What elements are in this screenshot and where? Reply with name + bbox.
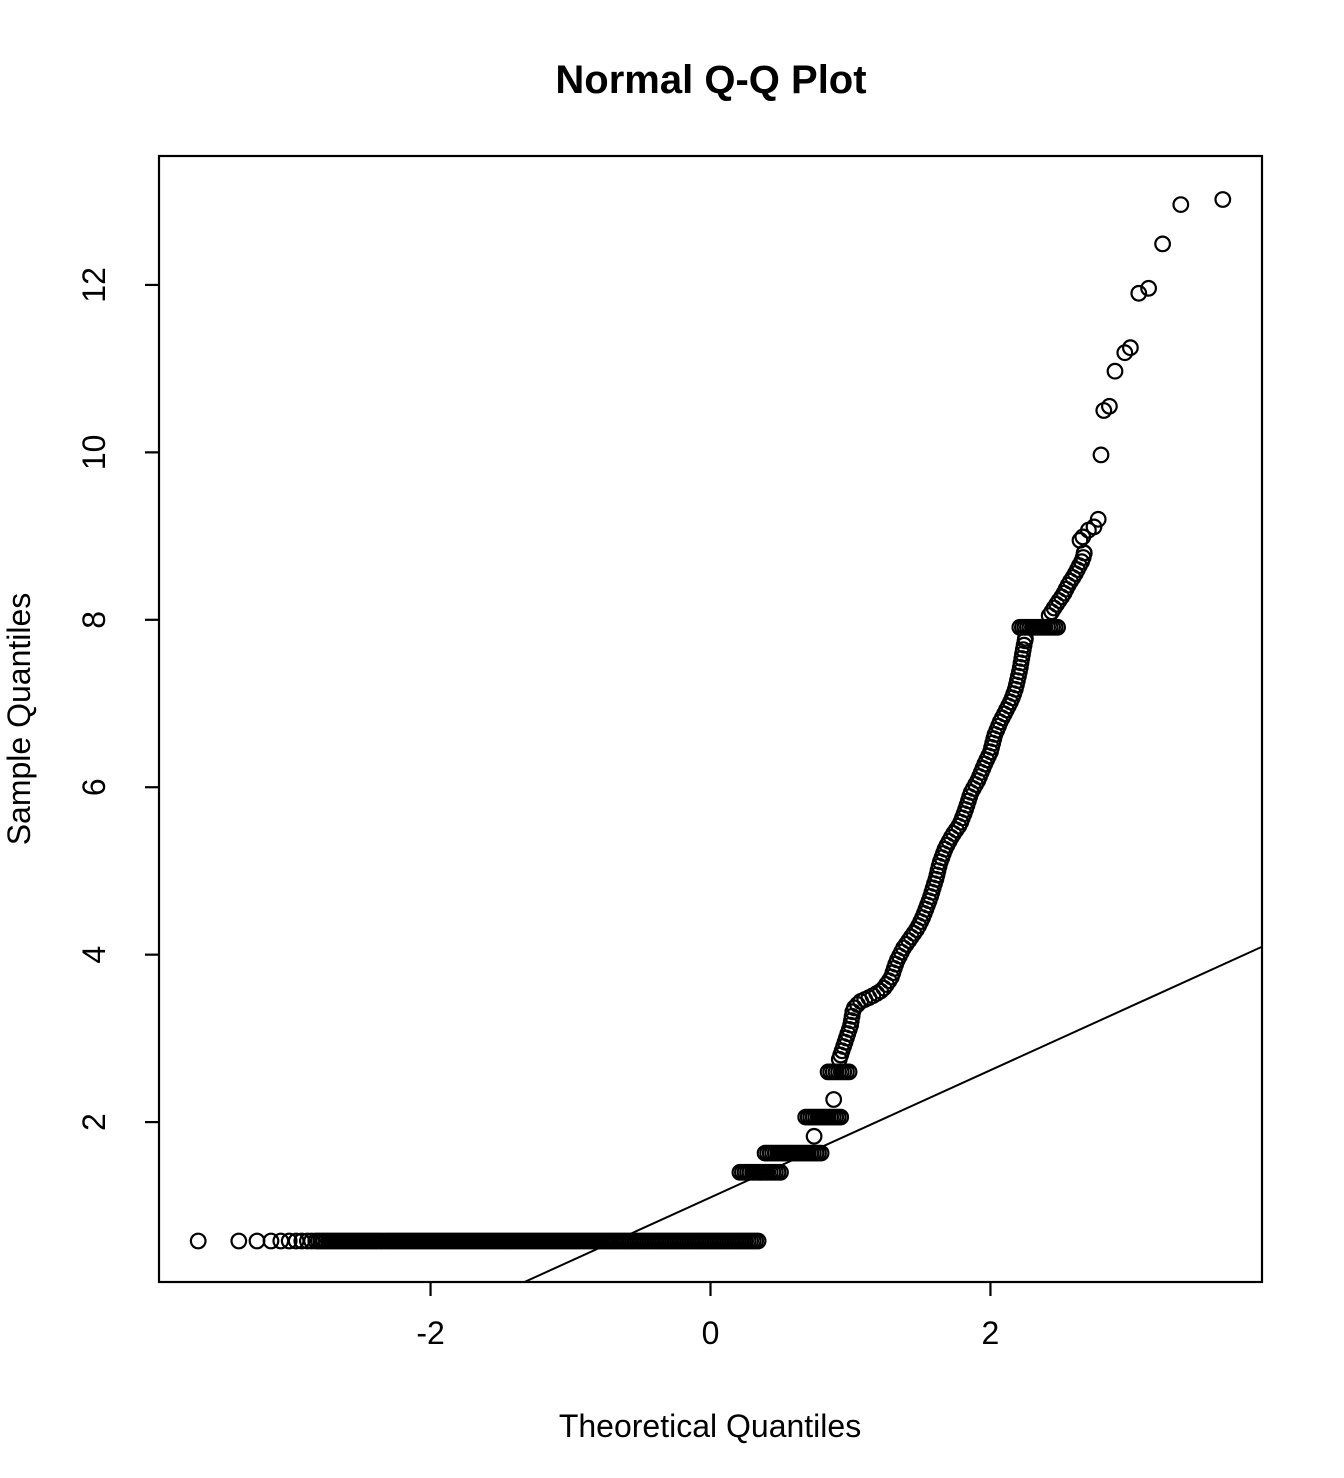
- data-point: [299, 1232, 316, 1250]
- data-point: [840, 1063, 858, 1081]
- axes-layer: -2 0 2 2 4 6 8 10 12: [76, 154, 1264, 1351]
- data-point: [1121, 339, 1139, 357]
- data-point: [1154, 235, 1171, 253]
- data-point: [1106, 362, 1124, 380]
- data-point: [1089, 510, 1107, 528]
- data-point: [1130, 284, 1148, 302]
- data-point: [812, 1144, 830, 1162]
- qq-reference-line: [524, 945, 1263, 1283]
- x-tick-label: 0: [702, 1315, 720, 1351]
- y-tick-label: 6: [76, 778, 112, 796]
- x-tick-label: 2: [982, 1315, 1000, 1351]
- y-tick-label: 4: [76, 946, 112, 964]
- reference-line-layer: [524, 945, 1263, 1283]
- data-point: [832, 1108, 850, 1126]
- data-point: [1049, 618, 1066, 636]
- data-point: [1172, 196, 1190, 214]
- data-point: [825, 1091, 843, 1108]
- y-tick-label: 8: [76, 611, 112, 629]
- data-point: [262, 1232, 280, 1250]
- data-point: [1214, 191, 1232, 208]
- data-point: [1116, 344, 1134, 362]
- y-tick-label: 10: [76, 435, 112, 471]
- data-point: [772, 1163, 789, 1181]
- plot-title: Normal Q-Q Plot: [555, 58, 866, 102]
- data-point: [189, 1232, 207, 1250]
- plot-box: [157, 154, 1264, 1284]
- data-point: [1092, 446, 1110, 464]
- data-points-layer: [189, 191, 1232, 1250]
- data-point: [1100, 397, 1118, 415]
- data-point: [1075, 544, 1093, 562]
- data-point: [280, 1232, 298, 1250]
- data-point: [272, 1232, 290, 1250]
- y-tick-label: 12: [76, 267, 112, 303]
- y-tick-label: 2: [76, 1113, 112, 1131]
- x-axis-label: Theoretical Quantiles: [559, 1408, 861, 1444]
- data-point: [805, 1127, 823, 1145]
- x-tick-label: -2: [416, 1315, 444, 1351]
- y-axis-label: Sample Quantiles: [1, 593, 37, 846]
- data-point: [1140, 279, 1157, 297]
- data-point: [248, 1232, 266, 1250]
- data-point: [230, 1232, 248, 1250]
- data-point: [1017, 629, 1034, 647]
- data-point: [749, 1232, 767, 1250]
